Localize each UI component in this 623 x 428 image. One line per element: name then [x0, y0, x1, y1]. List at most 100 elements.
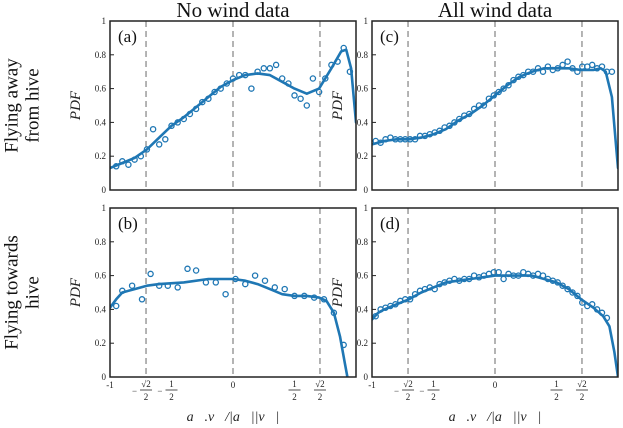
- data-point: [559, 282, 566, 289]
- y-tick-label: 0.2: [95, 338, 106, 348]
- data-point: [411, 290, 419, 298]
- x-axis-label: a⃗.v⃗/|a⃗||v⃗|: [187, 410, 280, 425]
- y-tick-label: 0.8: [95, 237, 107, 247]
- data-point: [119, 158, 126, 165]
- row-title-2: Flying towards hive: [2, 235, 44, 350]
- data-point: [223, 80, 231, 87]
- x-tick-fraction: 1 2−: [419, 379, 440, 402]
- x-tick-fraction: √2 2−: [132, 379, 153, 402]
- plot-frame: [371, 20, 619, 191]
- y-tick-label: 0.4: [357, 304, 369, 314]
- fraction-numerator: 1: [292, 379, 297, 389]
- y-tick-label: 1: [102, 203, 107, 213]
- y-axis-label: PDF: [330, 277, 346, 308]
- y-tick-label: 0.8: [95, 50, 107, 60]
- data-point: [112, 163, 120, 170]
- data-point: [248, 85, 255, 92]
- data-point: [465, 110, 473, 118]
- data-point: [147, 270, 154, 278]
- data-point: [199, 98, 206, 106]
- data-point: [149, 125, 157, 133]
- data-point: [346, 68, 354, 75]
- data-point: [242, 71, 249, 79]
- data-point: [593, 306, 601, 313]
- data-point: [322, 75, 329, 82]
- data-point: [229, 75, 237, 82]
- data-point: [564, 285, 571, 293]
- y-tick-label: 1: [364, 203, 369, 213]
- data-point: [261, 277, 269, 284]
- fraction-denominator: 2: [318, 392, 323, 402]
- data-point: [301, 292, 308, 300]
- data-point: [505, 81, 512, 89]
- fraction-denominator: 2: [169, 392, 174, 402]
- data-point: [174, 119, 181, 126]
- data-point: [251, 272, 259, 279]
- data-point: [320, 296, 328, 303]
- data-point: [138, 296, 146, 303]
- data-point: [495, 268, 502, 276]
- x-tick-fraction: √22: [575, 379, 588, 402]
- data-point: [340, 341, 347, 349]
- data-point: [392, 301, 399, 308]
- data-point: [235, 71, 243, 79]
- data-point: [588, 301, 596, 308]
- y-tick-label: 0.8: [357, 237, 369, 247]
- data-point: [480, 102, 488, 109]
- data-point: [162, 136, 169, 143]
- fraction-numerator: √2: [141, 379, 150, 389]
- y-axis-label: PDF: [68, 277, 84, 308]
- fraction-denominator: 2: [406, 392, 411, 402]
- data-point: [309, 75, 317, 82]
- plot-frame: [109, 207, 357, 378]
- y-tick-label: 1: [102, 16, 107, 26]
- data-point: [608, 68, 616, 75]
- data-point: [411, 136, 419, 143]
- column-title-2: All wind data: [438, 0, 553, 22]
- data-point: [569, 289, 576, 296]
- row-title-line: from hive: [23, 68, 44, 142]
- panel-label: (b): [118, 214, 138, 233]
- data-point: [539, 272, 547, 279]
- fraction-denominator: 2: [431, 392, 436, 402]
- data-point: [137, 152, 145, 160]
- y-tick-label: 0: [102, 372, 107, 382]
- data-point: [143, 146, 151, 153]
- data-point: [254, 68, 261, 75]
- data-point: [310, 294, 318, 301]
- data-point: [554, 65, 561, 72]
- y-tick-label: 0.6: [357, 84, 369, 94]
- data-point: [588, 61, 596, 69]
- y-tick-label: 0.4: [95, 117, 107, 127]
- data-point: [436, 127, 443, 135]
- data-point: [155, 141, 163, 148]
- data-point: [520, 71, 527, 79]
- x-tick-fraction: √2 2−: [394, 379, 415, 402]
- data-point: [211, 88, 218, 96]
- x-tick-label: -1: [106, 380, 114, 390]
- data-point: [603, 314, 611, 322]
- data-point: [278, 75, 286, 82]
- data-point: [334, 58, 341, 65]
- fraction-denominator: 2: [554, 392, 559, 402]
- x-tick-label: 0: [231, 380, 236, 390]
- data-point: [192, 105, 200, 113]
- data-point: [340, 44, 347, 52]
- data-point: [451, 119, 458, 126]
- data-point: [495, 88, 502, 96]
- data-point: [180, 115, 188, 123]
- data-point: [205, 95, 212, 102]
- row-title-line: hive: [23, 276, 44, 309]
- data-point: [500, 275, 507, 283]
- data-point: [328, 61, 335, 69]
- data-point: [330, 309, 338, 317]
- fraction-numerator: 1: [169, 379, 174, 389]
- data-point: [559, 61, 566, 69]
- data-point: [128, 282, 136, 289]
- data-point: [554, 279, 561, 286]
- data-point: [456, 115, 463, 123]
- y-axis-label: PDF: [68, 90, 84, 121]
- column-title-1: No wind data: [176, 0, 290, 22]
